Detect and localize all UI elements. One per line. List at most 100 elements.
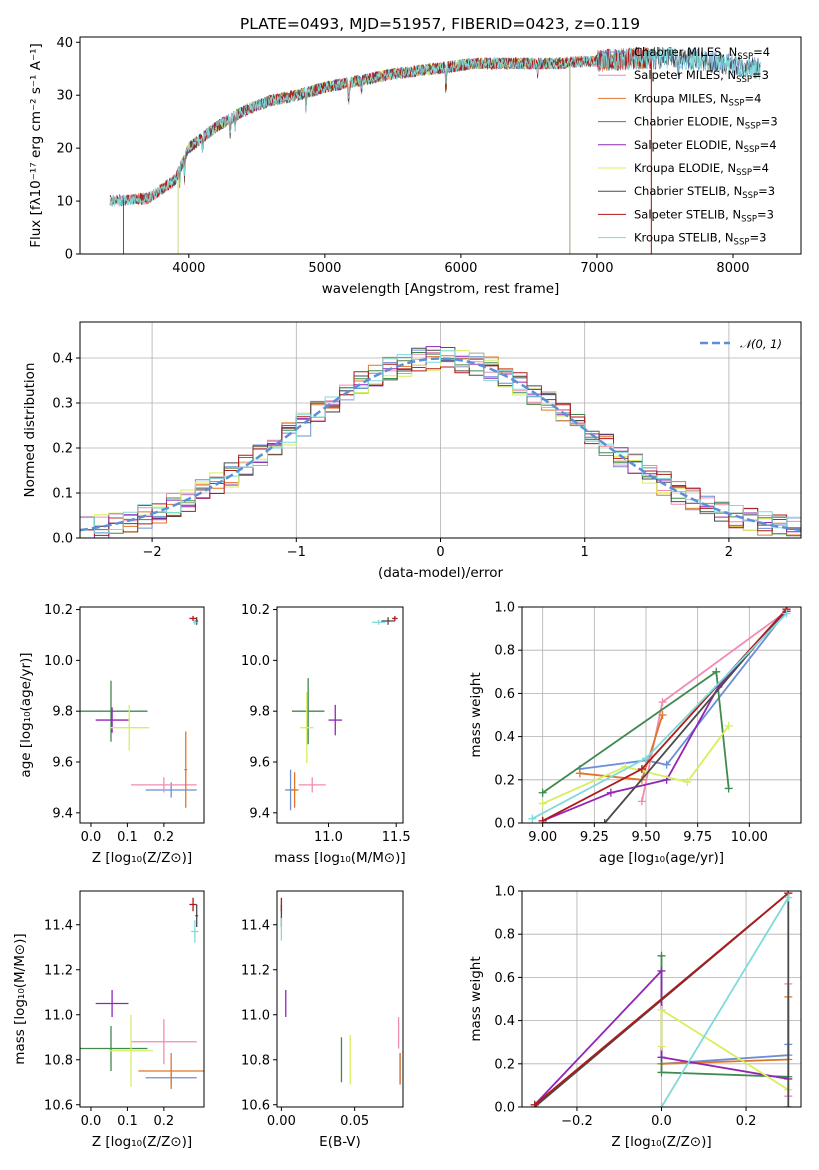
y-tick-label: 11.0 [241, 1008, 270, 1023]
errorbar-point [298, 777, 326, 793]
x-tick-label: 0.1 [117, 830, 138, 845]
plot-area [80, 615, 199, 808]
errorbar-point [138, 1053, 204, 1089]
weight-line [660, 897, 790, 1107]
x-tick-label: 0.0 [651, 1114, 672, 1129]
x-tick-label: 9.75 [683, 830, 712, 845]
weight-line [542, 608, 788, 823]
plot-area [285, 615, 398, 811]
y-tick-label: 0.0 [494, 817, 515, 832]
x-tick-label: 0 [436, 545, 444, 560]
weight-marker [782, 609, 791, 618]
weight-marker [657, 951, 666, 960]
plot-area [80, 897, 204, 1089]
y-tick-label: 9.8 [52, 705, 73, 720]
x-tick-label: −0.2 [561, 1114, 593, 1129]
y-tick-label: 11.2 [241, 963, 270, 978]
errorbar-point [290, 772, 299, 808]
y-tick-label: 11.2 [44, 963, 73, 978]
weight-marker [658, 698, 667, 707]
legend-entry: 𝒩(0, 1) [740, 337, 782, 351]
x-tick-label: 5000 [308, 261, 341, 276]
y-tick-label: 10.6 [44, 1098, 73, 1113]
legend-entry: Salpeter ELODIE, NSSP=4 [634, 138, 777, 155]
x-axis-label: (data-model)/error [378, 565, 504, 581]
y-axis-label: age [log₁₀(age/yr)] [18, 652, 34, 777]
spectrum-line [123, 47, 652, 205]
weight-line [661, 996, 790, 1065]
y-tick-label: 1.0 [494, 885, 515, 900]
errorbar-point [109, 704, 150, 751]
spectrum-panel: 4000 5000 6000 7000 8000 0 10 20 30 40 wavelength … [28, 36, 802, 297]
x-tick-label: −2 [143, 545, 162, 560]
legend-entry: Kroupa ELODIE, NSSP=4 [634, 161, 769, 178]
age-vs-metallicity-panel: 0.0 0.1 0.2 9.4 9.6 9.8 10.0 10.2 Z [log₁₀(Z/Z⊙)… [18, 603, 205, 866]
y-tick-label: 0.4 [494, 730, 515, 745]
weight-marker [662, 760, 671, 769]
weight-marker [538, 799, 547, 808]
x-tick-label: 0.00 [267, 1114, 296, 1129]
y-tick-label: 9.8 [249, 705, 270, 720]
legend-entry: Chabrier STELIB, NSSP=3 [634, 184, 775, 201]
x-axis-label: Z [log₁₀(Z/Z⊙)] [92, 850, 192, 866]
y-tick-label: 0.8 [494, 928, 515, 943]
y-tick-label: 20 [56, 142, 73, 157]
weight-marker [575, 769, 584, 778]
weight-marker [538, 788, 547, 797]
axes-frame [79, 890, 205, 1108]
weight-marker [657, 966, 666, 975]
mass-vs-ebv-panel: 0.00 0.05 10.6 10.8 11.0 11.2 11.4 E(B-V) [241, 890, 404, 1150]
x-tick-label: 8000 [716, 261, 749, 276]
weight-marker [600, 819, 609, 823]
weight-marker [538, 816, 547, 823]
x-tick-label: 0.0 [81, 830, 102, 845]
x-tick-label: 9.50 [632, 830, 661, 845]
y-tick-label: 0.1 [52, 487, 73, 502]
weight-marker [657, 1005, 666, 1014]
errorbar-point [392, 615, 398, 621]
y-tick-label: 9.4 [249, 806, 270, 821]
x-tick-label: −1 [287, 545, 306, 560]
y-axis-label: mass [log₁₀(M/M⊙)] [12, 933, 28, 1064]
weight-marker [724, 784, 733, 793]
errorbar-point [95, 707, 129, 733]
axes-frame [276, 606, 404, 824]
weight-marker [784, 1103, 793, 1107]
legend-entry: Salpeter MILES, NSSP=3 [634, 68, 769, 85]
weight-marker [528, 814, 537, 823]
x-axis-label: Z [log₁₀(Z/Z⊙)] [92, 1134, 192, 1150]
y-tick-label: 10.0 [241, 654, 270, 669]
legend-entry: Salpeter STELIB, NSSP=3 [634, 207, 774, 224]
weight-marker [637, 765, 646, 773]
errorbar-point [300, 692, 314, 764]
x-tick-label: 2 [725, 545, 733, 560]
y-tick-label: 0.6 [494, 971, 515, 986]
y-tick-label: 0.6 [494, 687, 515, 702]
y-tick-label: 0.4 [494, 1014, 515, 1029]
legend-entry: Kroupa MILES, NSSP=4 [634, 91, 761, 108]
errorbar-point [381, 617, 395, 625]
y-tick-label: 0.0 [494, 1101, 515, 1116]
y-axis-label: mass weight [468, 672, 484, 757]
errorbar-point [193, 619, 197, 625]
errorbar-point [80, 680, 148, 742]
y-tick-label: 0.2 [494, 1057, 515, 1072]
y-axis-label: mass weight [468, 956, 484, 1041]
weight-line [534, 892, 789, 1106]
y-tick-label: 11.4 [44, 918, 73, 933]
y-tick-label: 9.6 [249, 756, 270, 771]
axes-frame [79, 36, 802, 255]
spectrum-line [109, 46, 761, 207]
y-tick-label: 9.4 [52, 806, 73, 821]
figure-title: PLATE=0493, MJD=51957, FIBERID=0423, z=0… [240, 15, 640, 33]
x-tick-label: 11.0 [314, 830, 343, 845]
y-tick-label: 40 [56, 36, 73, 51]
weight-marker [657, 1042, 666, 1051]
x-tick-label: 0.05 [340, 1114, 369, 1129]
x-tick-label: 6000 [444, 261, 477, 276]
weight-line [542, 725, 730, 805]
errorbar-point [80, 1026, 148, 1071]
y-tick-label: 10.2 [44, 603, 73, 618]
age-vs-mass-panel: 11.0 11.5 9.4 9.6 9.8 10.0 10.2 mass [log₁₀(M/M… [241, 603, 411, 866]
weight-marker [784, 893, 793, 902]
